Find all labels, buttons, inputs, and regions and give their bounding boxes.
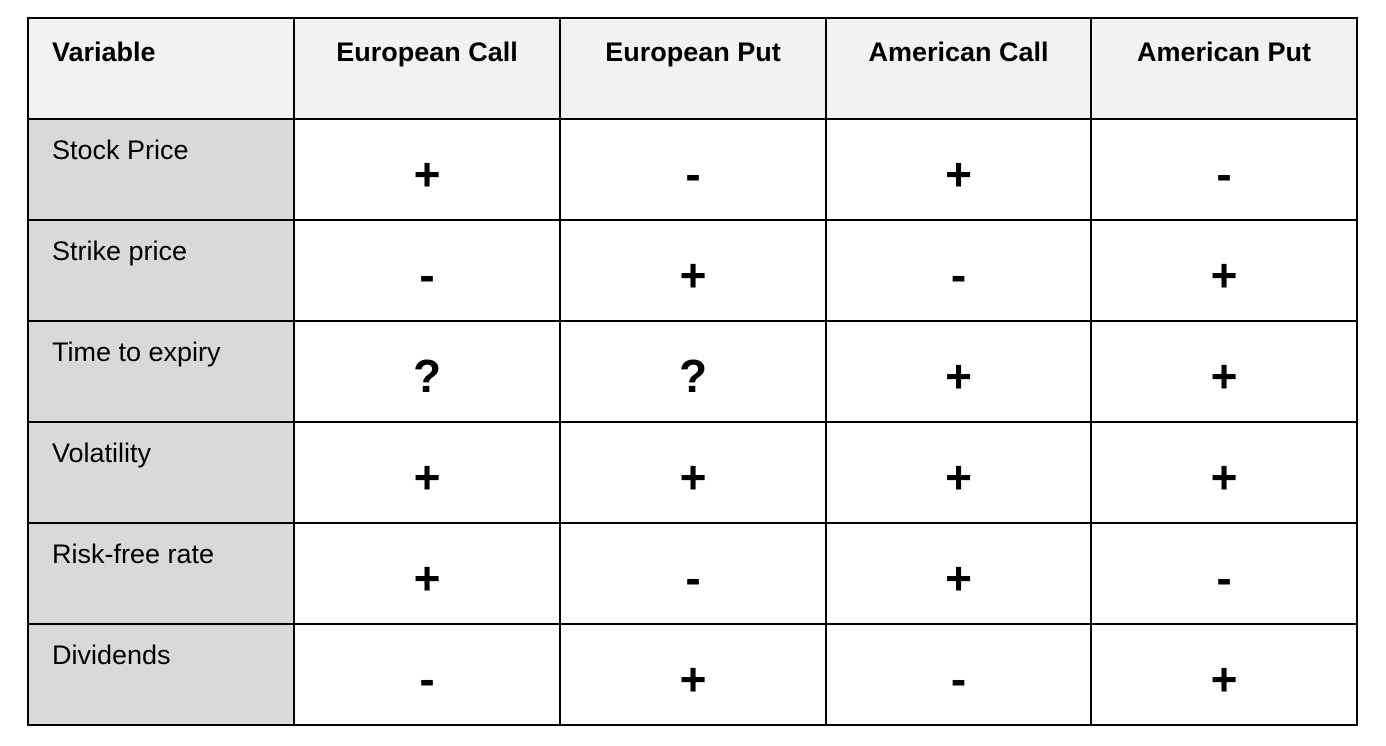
cell-sign: + [559,623,827,726]
cell-sign: - [825,219,1092,322]
cell-sign: + [1090,320,1358,423]
cell-sign: + [825,421,1092,524]
row-label-stock-price: Stock Price [27,118,295,221]
header-european-put: European Put [559,17,827,120]
cell-sign: - [559,522,827,625]
cell-sign: + [825,118,1092,221]
cell-sign: + [293,522,561,625]
cell-sign: + [559,219,827,322]
cell-sign: - [293,219,561,322]
cell-sign: - [1090,118,1358,221]
cell-sign: - [825,623,1092,726]
row-label-volatility: Volatility [27,421,295,524]
cell-sign: - [1090,522,1358,625]
header-american-call: American Call [825,17,1092,120]
cell-sign: + [293,421,561,524]
cell-sign: ? [293,320,561,423]
cell-sign: + [1090,623,1358,726]
row-label-strike-price: Strike price [27,219,295,322]
cell-sign: + [1090,421,1358,524]
table-row: Volatility + + + + [27,421,1358,524]
table-row: Stock Price + - + - [27,118,1358,221]
cell-sign: + [1090,219,1358,322]
header-european-call: European Call [293,17,561,120]
option-sensitivity-table: Variable European Call European Put Amer… [27,17,1358,726]
cell-sign: + [293,118,561,221]
cell-sign: + [825,522,1092,625]
row-label-risk-free-rate: Risk-free rate [27,522,295,625]
table-row: Dividends - + - + [27,623,1358,726]
cell-sign: + [559,421,827,524]
table-container: Variable European Call European Put Amer… [27,17,1358,726]
row-label-time-to-expiry: Time to expiry [27,320,295,423]
cell-sign: - [293,623,561,726]
cell-sign: ? [559,320,827,423]
table-row: Risk-free rate + - + - [27,522,1358,625]
cell-sign: - [559,118,827,221]
header-american-put: American Put [1090,17,1358,120]
cell-sign: + [825,320,1092,423]
header-variable: Variable [27,17,295,120]
table-row: Time to expiry ? ? + + [27,320,1358,423]
table-row: Strike price - + - + [27,219,1358,322]
row-label-dividends: Dividends [27,623,295,726]
header-row: Variable European Call European Put Amer… [27,17,1358,120]
